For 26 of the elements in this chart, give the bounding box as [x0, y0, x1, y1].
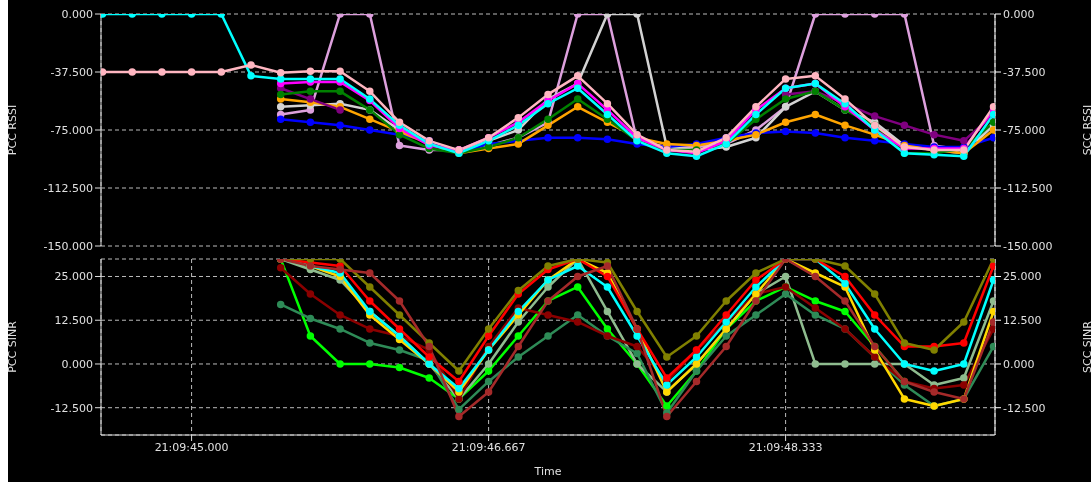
- y2-tick-label: 25.000: [1003, 270, 1042, 284]
- y-tick-label: 25.000: [54, 270, 93, 284]
- y-tick-label: 0.000: [61, 357, 93, 371]
- y2-tick-label: 0.000: [1003, 357, 1035, 371]
- y2-tick-label: -37.500: [1003, 65, 1046, 79]
- x-tick-label: 21:09:46.667: [451, 440, 526, 454]
- y-tick-label: -150.000: [43, 239, 93, 253]
- y-tick-label: 12.500: [54, 314, 93, 328]
- y-axis-title: PCC RSSI: [5, 104, 19, 156]
- x-tick-label: 21:09:48.333: [748, 440, 823, 454]
- x-axis-title: Time: [533, 465, 562, 478]
- x-tick-label: 21:09:45.000: [154, 440, 229, 454]
- y2-axis-title: SCC RSSI: [1080, 104, 1091, 156]
- y-tick-label: -12.500: [50, 401, 93, 415]
- y2-tick-label: -12.500: [1003, 401, 1046, 415]
- y2-tick-label: -150.000: [1003, 239, 1053, 253]
- y-tick-label: -112.500: [43, 181, 93, 195]
- y2-axis-title: SCC SINR: [1080, 320, 1091, 373]
- y2-tick-label: 12.500: [1003, 314, 1042, 328]
- y-tick-label: -37.500: [50, 65, 93, 79]
- y-tick-label: 0.000: [61, 7, 93, 21]
- y2-tick-label: -112.500: [1003, 181, 1053, 195]
- y-tick-label: -75.000: [50, 123, 93, 137]
- y-axis-title: PCC SINR: [5, 320, 19, 373]
- y2-tick-label: 0.000: [1003, 7, 1035, 21]
- y2-tick-label: -75.000: [1003, 123, 1046, 137]
